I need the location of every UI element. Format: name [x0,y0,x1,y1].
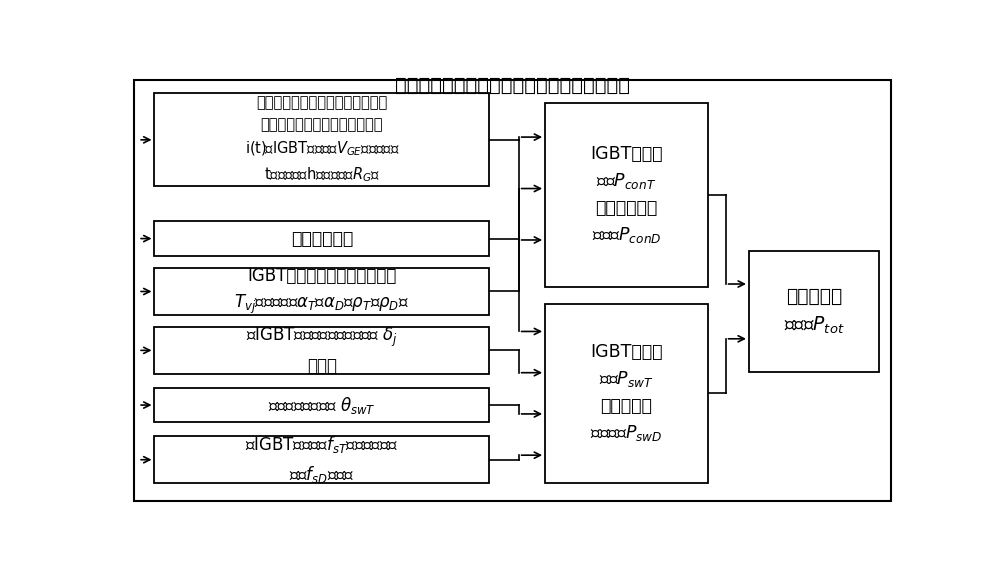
FancyBboxPatch shape [154,268,489,315]
FancyBboxPatch shape [154,93,489,186]
FancyBboxPatch shape [154,436,489,483]
FancyBboxPatch shape [545,103,708,287]
FancyBboxPatch shape [749,251,879,372]
FancyBboxPatch shape [154,221,489,256]
FancyBboxPatch shape [545,304,708,483]
Text: 全桥型模块化多电平换流器功率器件损耗计算: 全桥型模块化多电平换流器功率器件损耗计算 [395,76,630,95]
Text: 门极电阻修正系数 $\theta_{swT}$: 门极电阻修正系数 $\theta_{swT}$ [268,394,376,416]
Text: 功率器件的
总损耗$P_{tot}$: 功率器件的 总损耗$P_{tot}$ [784,287,844,336]
Text: IGBT的通态
损耗$P_{conT}$
，二极管的通
态损耗$P_{conD}$: IGBT的通态 损耗$P_{conT}$ ，二极管的通 态损耗$P_{conD}… [590,145,663,245]
Text: 各IGBT开关频率$f_{sT}$及二极管开关
频率$f_{sD}$的测量: 各IGBT开关频率$f_{sT}$及二极管开关 频率$f_{sD}$的测量 [245,434,398,485]
Text: 各IGBT及二极管占空比平均值 $\delta_j$
的计算: 各IGBT及二极管占空比平均值 $\delta_j$ 的计算 [246,326,398,375]
FancyBboxPatch shape [154,327,489,374]
Text: IGBT的开关
损耗$P_{swT}$
，二极管的
开关损耗$P_{swD}$: IGBT的开关 损耗$P_{swT}$ ，二极管的 开关损耗$P_{swD}$ [590,343,663,443]
Text: IGBT、二极管参数（工作结温
$T_{vj}$，结温系数$\alpha_T$、$\alpha_D$、$\rho_T$、$\rho_D$）: IGBT、二极管参数（工作结温 $T_{vj}$，结温系数$\alpha_T$、… [234,267,409,316]
Text: 高次曲线拟合: 高次曲线拟合 [291,229,353,248]
FancyBboxPatch shape [154,388,489,422]
Text: 全桥型模块化多电平换流器功率器
件损耗计算系统参数（桥臂电流
i(t)，IGBT栅极电压$V_{GE}$，仿真时间
t，描点步长h，门极电阻$R_{G}$）: 全桥型模块化多电平换流器功率器 件损耗计算系统参数（桥臂电流 i(t)，IGBT… [245,95,399,185]
